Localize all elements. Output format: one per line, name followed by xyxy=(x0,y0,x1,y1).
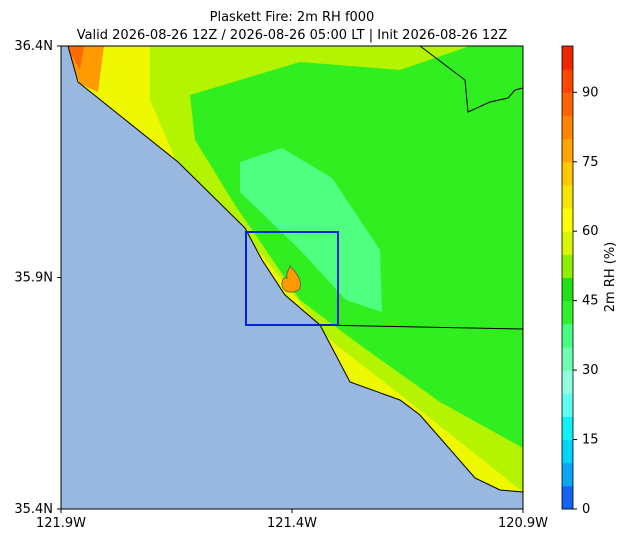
colorbar-segment xyxy=(562,370,573,394)
colorbar-tick-label: 30 xyxy=(582,363,599,378)
colorbar-segment xyxy=(562,485,573,510)
colorbar-tick-label: 75 xyxy=(582,155,599,170)
y-tick-label: 35.9N xyxy=(14,271,53,286)
colorbar-segment xyxy=(562,462,573,487)
fire-icon xyxy=(281,265,301,293)
contour xyxy=(66,46,84,70)
county-border xyxy=(419,46,523,113)
colorbar-segment xyxy=(562,439,573,464)
title: Plaskett Fire: 2m RH f000 xyxy=(210,10,375,25)
colorbar-segment xyxy=(562,231,573,255)
x-tick-label: 121.9W xyxy=(36,516,86,531)
colorbar-tick-label: 0 xyxy=(582,502,590,517)
colorbar-tick-label: 60 xyxy=(582,224,599,239)
county-border xyxy=(319,324,523,330)
colorbar-segment xyxy=(562,69,573,93)
colorbar-tick-label: 90 xyxy=(582,85,599,100)
colorbar-segment xyxy=(562,254,573,278)
colorbar-segment xyxy=(562,346,573,371)
colorbar-segment xyxy=(562,323,573,348)
colorbar-segment xyxy=(562,184,573,209)
colorbar-segment xyxy=(562,277,573,302)
x-tick-label: 121.4W xyxy=(267,516,317,531)
colorbar-segment xyxy=(562,92,573,116)
colorbar-segment xyxy=(562,138,573,163)
y-tick-label: 35.4N xyxy=(14,502,53,517)
colorbar-label: 2m RH (%) xyxy=(603,242,618,313)
colorbar-segment xyxy=(562,416,573,441)
subtitle: Valid 2026-08-26 12Z / 2026-08-26 05:00 … xyxy=(77,28,508,43)
colorbar-segment xyxy=(562,46,573,70)
colorbar-segment xyxy=(562,300,573,325)
x-tick-label: 120.9W xyxy=(498,516,548,531)
y-tick-label: 36.4N xyxy=(14,39,53,54)
colorbar-frame xyxy=(561,45,574,510)
fire-box xyxy=(245,231,339,326)
colorbar-tick-label: 45 xyxy=(582,294,599,309)
colorbar-segment xyxy=(562,161,573,186)
map xyxy=(60,45,524,510)
contour xyxy=(240,148,382,312)
ocean xyxy=(61,46,523,509)
colorbar-segment xyxy=(562,115,573,140)
colorbar-segment xyxy=(562,393,573,417)
colorbar-segment xyxy=(562,208,573,232)
colorbar-tick-label: 15 xyxy=(582,433,599,448)
